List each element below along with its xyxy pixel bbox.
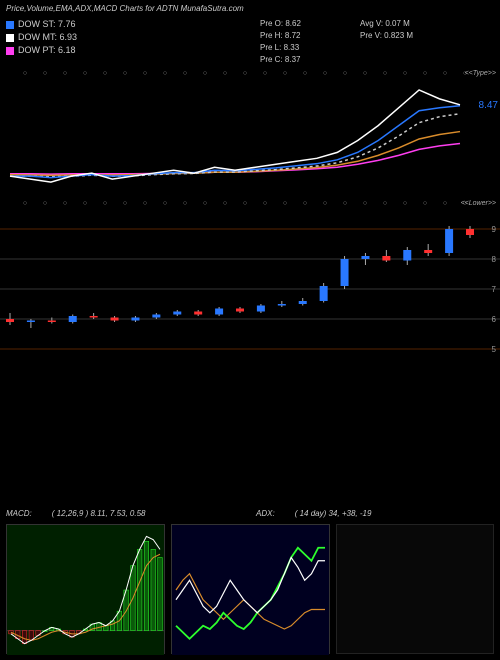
upper-line-chart: 8.47 xyxy=(0,84,500,194)
legend-row: DOW PT: 6.18 xyxy=(6,44,77,57)
svg-text:8: 8 xyxy=(492,255,497,264)
info-ohlc: Pre O: 8.62Pre H: 8.72Pre L: 8.33Pre C: … xyxy=(260,18,301,66)
adx-panel xyxy=(171,524,330,654)
legend: DOW ST: 7.76DOW MT: 6.93DOW PT: 6.18 xyxy=(6,18,77,57)
svg-text:5: 5 xyxy=(492,345,497,354)
svg-text:6: 6 xyxy=(492,315,497,324)
legend-row: DOW ST: 7.76 xyxy=(6,18,77,31)
svg-text:9: 9 xyxy=(492,225,497,234)
lower-type-label: <<Lower>> xyxy=(461,200,496,207)
adx-label: ADX: ( 14 day) 34, +38, -19 xyxy=(256,509,371,518)
info-volume: Avg V: 0.07 MPre V: 0.823 M xyxy=(360,18,413,42)
svg-text:7: 7 xyxy=(492,285,497,294)
upper-type-label: <<Type>> xyxy=(465,70,496,77)
tick-row-upper: ○○○○○○○○○○○○○○○○○○○○○○○ xyxy=(0,70,500,84)
macd-label: MACD: ( 12,26,9 ) 8.11, 7.53, 0.58 xyxy=(6,509,146,518)
last-price-label: 8.47 xyxy=(479,100,498,111)
candlestick-chart: 9 8 7 6 5 xyxy=(0,214,500,364)
tick-row-lower: ○○○○○○○○○○○○○○○○○○○○○○○ xyxy=(0,200,500,214)
chart-title: Price,Volume,EMA,ADX,MACD Charts for ADT… xyxy=(6,4,244,13)
indicator-row xyxy=(6,524,494,654)
legend-row: DOW MT: 6.93 xyxy=(6,31,77,44)
macd-panel xyxy=(6,524,165,654)
blank-panel xyxy=(336,524,494,654)
